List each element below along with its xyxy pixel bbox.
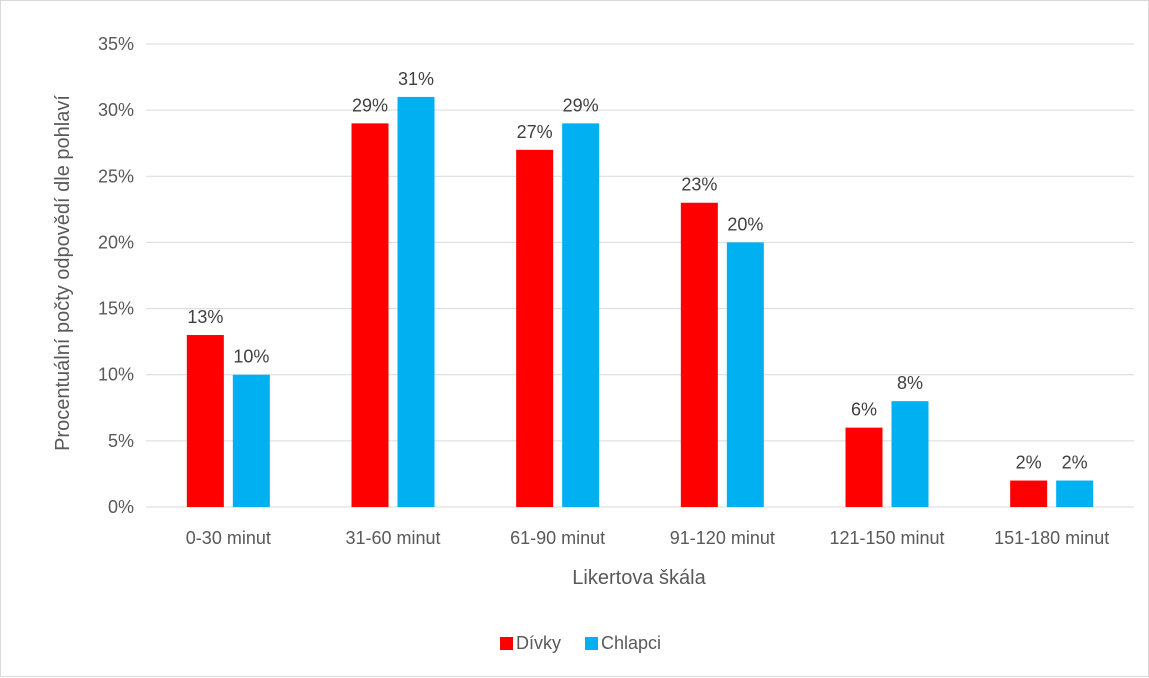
x-tick-label: 31-60 minut (345, 528, 440, 548)
bar-divky (186, 335, 224, 507)
legend-label: Dívky (516, 633, 561, 653)
data-label: 6% (851, 400, 877, 420)
x-axis-ticks: 0-30 minut 31-60 minut 61-90 minut 91-120 m… (186, 528, 1109, 548)
y-axis-ticks: 0% 5% 10% 15% 20% 25% 30% 35% (98, 34, 134, 517)
legend-label: Chlapci (601, 633, 661, 653)
data-label: 2% (1016, 453, 1042, 473)
bar-chlapci (1056, 480, 1094, 507)
y-tick-label: 20% (98, 232, 134, 252)
legend-swatch (585, 637, 598, 650)
data-label: 10% (233, 347, 269, 367)
bar-chlapci (726, 242, 764, 507)
data-labels: 13% 10% 29% 31% 27% 29% 23% 20% 6% 8% 2% 2% (187, 69, 1087, 473)
bar-chlapci (891, 401, 929, 507)
y-tick-label: 15% (98, 299, 134, 319)
data-label: 31% (398, 69, 434, 89)
bar-chlapci (397, 96, 435, 508)
data-label: 20% (727, 214, 763, 234)
y-tick-label: 10% (98, 365, 134, 385)
gridlines (146, 43, 1134, 508)
y-axis-title: Procentuální počty odpovědí dle pohlaví (52, 95, 74, 451)
bar-divky (1010, 480, 1048, 507)
bar-divky (845, 427, 883, 507)
bars (186, 96, 1094, 508)
legend-swatch (500, 637, 513, 650)
data-label: 13% (187, 307, 223, 327)
bar-divky (680, 202, 718, 507)
x-tick-label: 91-120 minut (670, 528, 775, 548)
bar-chlapci (232, 374, 270, 507)
bar-chlapci (562, 123, 600, 507)
data-label: 2% (1062, 453, 1088, 473)
legend: Dívky Chlapci (500, 633, 661, 653)
y-tick-label: 25% (98, 166, 134, 186)
data-label: 8% (897, 373, 923, 393)
data-label: 29% (563, 95, 599, 115)
data-label: 27% (517, 122, 553, 142)
x-tick-label: 61-90 minut (510, 528, 605, 548)
x-axis-title: Likertova škála (572, 567, 706, 589)
data-label: 29% (352, 95, 388, 115)
x-tick-label: 151-180 minut (994, 528, 1109, 548)
y-tick-label: 30% (98, 100, 134, 120)
x-tick-label: 121-150 minut (829, 528, 944, 548)
data-label: 23% (681, 175, 717, 195)
bar-divky (516, 149, 554, 508)
x-tick-label: 0-30 minut (186, 528, 271, 548)
y-tick-label: 5% (108, 431, 134, 451)
bar-divky (351, 123, 389, 507)
y-tick-label: 0% (108, 497, 134, 517)
y-tick-label: 35% (98, 34, 134, 54)
